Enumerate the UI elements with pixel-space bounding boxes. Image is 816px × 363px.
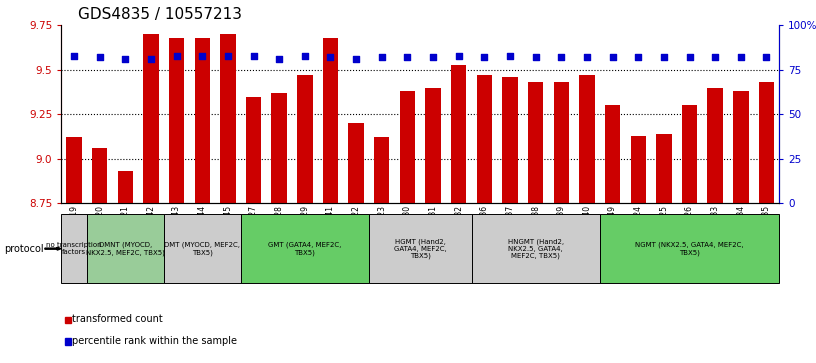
- Text: transformed count: transformed count: [72, 314, 163, 325]
- Bar: [194, 38, 210, 203]
- Bar: [241, 214, 369, 283]
- Bar: [477, 75, 492, 203]
- Text: HNGMT (Hand2,
NKX2.5, GATA4,
MEF2C, TBX5): HNGMT (Hand2, NKX2.5, GATA4, MEF2C, TBX5…: [508, 238, 564, 259]
- Bar: [118, 171, 133, 203]
- Text: percentile rank within the sample: percentile rank within the sample: [72, 336, 237, 346]
- Bar: [374, 138, 389, 203]
- Bar: [451, 65, 467, 203]
- Point: [606, 54, 619, 60]
- Bar: [528, 82, 543, 203]
- Text: HGMT (Hand2,
GATA4, MEF2C,
TBX5): HGMT (Hand2, GATA4, MEF2C, TBX5): [394, 238, 446, 259]
- Bar: [553, 82, 569, 203]
- Point: [452, 53, 465, 58]
- Point: [760, 54, 773, 60]
- Bar: [733, 91, 748, 203]
- Point: [119, 56, 132, 62]
- Bar: [86, 214, 164, 283]
- Point: [708, 54, 721, 60]
- Bar: [600, 214, 779, 283]
- Bar: [246, 97, 261, 203]
- Point: [658, 54, 671, 60]
- Text: DMT (MYOCD, MEF2C,
TBX5): DMT (MYOCD, MEF2C, TBX5): [164, 242, 240, 256]
- Bar: [164, 214, 241, 283]
- Point: [401, 54, 414, 60]
- Point: [349, 56, 362, 62]
- Bar: [144, 34, 158, 203]
- Point: [247, 53, 260, 58]
- Point: [632, 54, 645, 60]
- Bar: [707, 87, 723, 203]
- Point: [221, 53, 234, 58]
- Bar: [323, 38, 338, 203]
- Point: [580, 54, 593, 60]
- Bar: [61, 214, 86, 283]
- Bar: [682, 105, 697, 203]
- Bar: [369, 214, 472, 283]
- Bar: [297, 75, 313, 203]
- Bar: [272, 93, 287, 203]
- Text: DMNT (MYOCD,
NKX2.5, MEF2C, TBX5): DMNT (MYOCD, NKX2.5, MEF2C, TBX5): [86, 242, 165, 256]
- Bar: [631, 136, 646, 203]
- Point: [734, 54, 747, 60]
- Point: [503, 53, 517, 58]
- Bar: [220, 34, 236, 203]
- Text: no transcription
factors: no transcription factors: [47, 242, 102, 255]
- Point: [324, 54, 337, 60]
- Point: [196, 53, 209, 58]
- Bar: [503, 77, 517, 203]
- Point: [144, 56, 157, 62]
- Bar: [348, 123, 364, 203]
- Bar: [169, 38, 184, 203]
- Text: GDS4835 / 10557213: GDS4835 / 10557213: [78, 7, 242, 22]
- Bar: [66, 138, 82, 203]
- Bar: [92, 148, 108, 203]
- Bar: [472, 214, 600, 283]
- Text: protocol: protocol: [4, 244, 44, 254]
- Text: GMT (GATA4, MEF2C,
TBX5): GMT (GATA4, MEF2C, TBX5): [268, 242, 342, 256]
- Point: [299, 53, 312, 58]
- Bar: [759, 82, 774, 203]
- Point: [555, 54, 568, 60]
- Bar: [605, 105, 620, 203]
- Point: [68, 53, 81, 58]
- Bar: [425, 87, 441, 203]
- Point: [170, 53, 183, 58]
- Point: [93, 54, 106, 60]
- Point: [478, 54, 491, 60]
- Point: [273, 56, 286, 62]
- Bar: [656, 134, 672, 203]
- Text: NGMT (NKX2.5, GATA4, MEF2C,
TBX5): NGMT (NKX2.5, GATA4, MEF2C, TBX5): [635, 242, 744, 256]
- Point: [683, 54, 696, 60]
- Point: [375, 54, 388, 60]
- Bar: [579, 75, 595, 203]
- Bar: [400, 91, 415, 203]
- Point: [529, 54, 542, 60]
- Point: [427, 54, 440, 60]
